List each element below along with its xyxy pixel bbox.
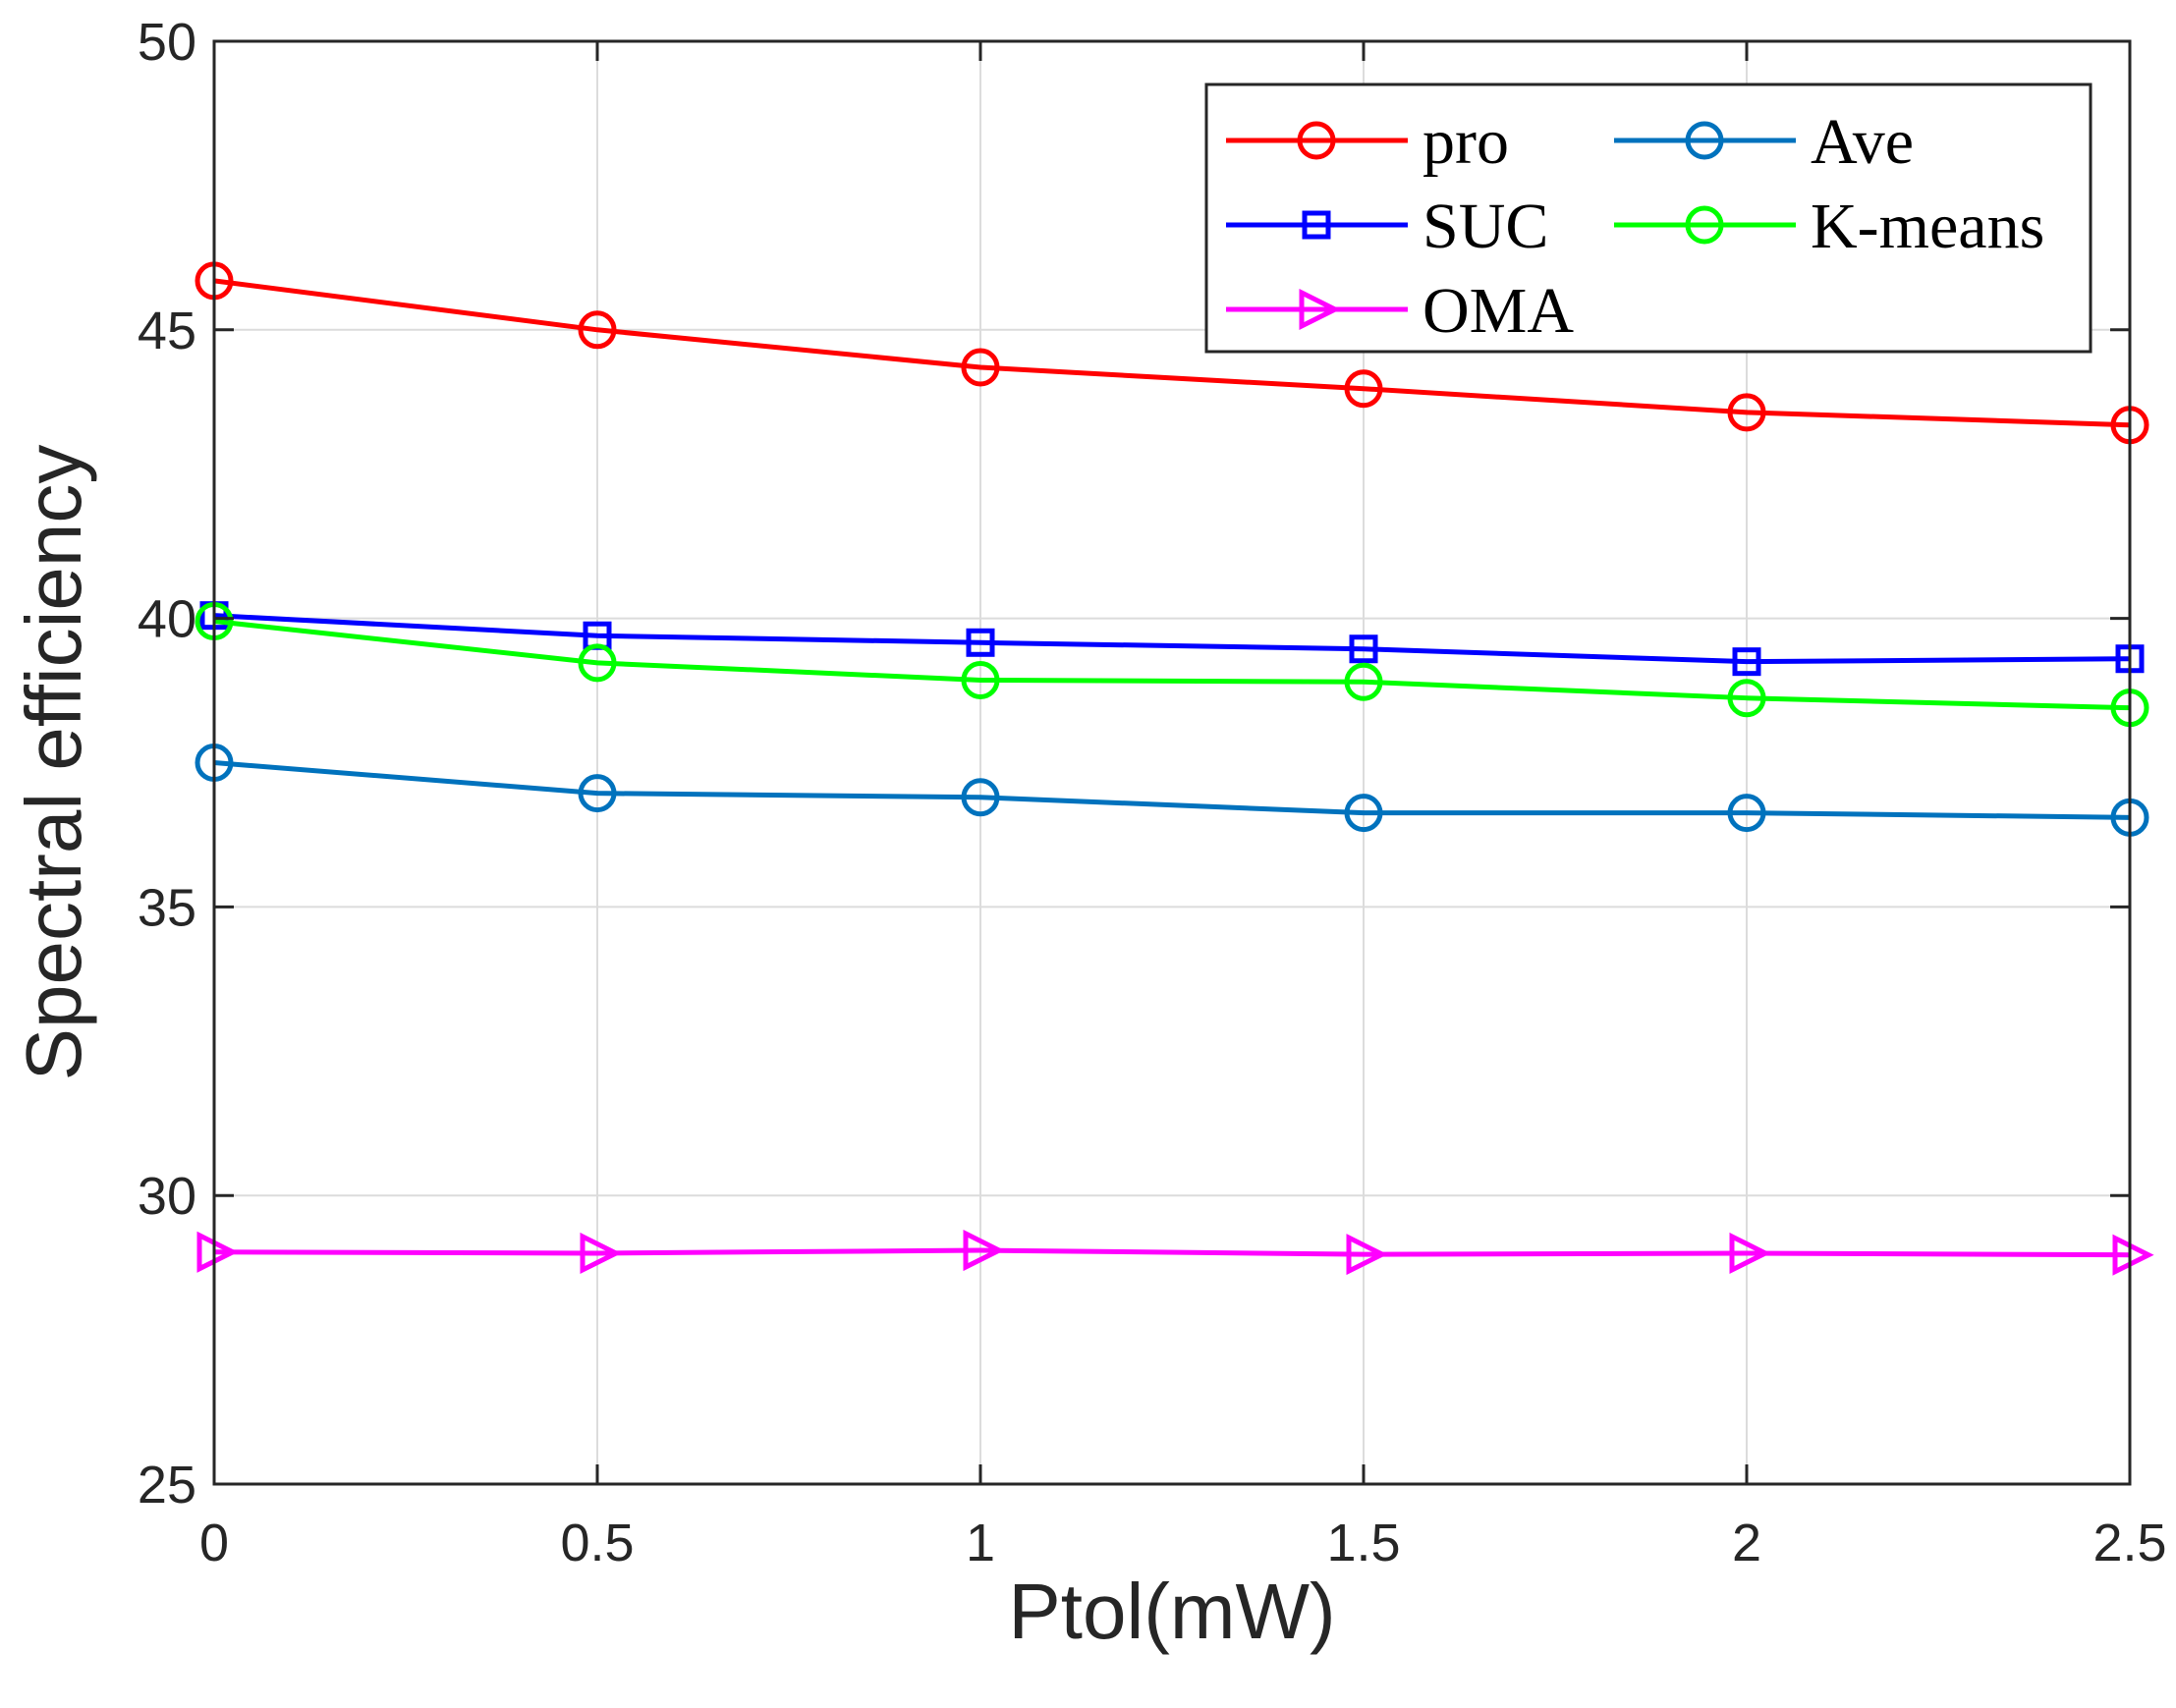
- legend-entry-pro: pro: [1226, 106, 1509, 178]
- legend-marker-ave: [1685, 121, 1724, 160]
- series-line-pro: [213, 278, 2131, 428]
- data-point-oma: [580, 1232, 622, 1275]
- legend-label-pro: pro: [1423, 106, 1509, 178]
- plot-frame: [212, 39, 2132, 1486]
- x-tick-label: 1.5: [1326, 1514, 1400, 1572]
- data-point-pro: [961, 348, 1000, 387]
- series-line-ave: [213, 760, 2131, 820]
- data-point-oma: [1729, 1232, 1771, 1275]
- series-suc: [199, 601, 2145, 677]
- data-point-k-means: [961, 660, 1000, 699]
- series-line-k-means: [213, 619, 2131, 711]
- legend-entry-oma: OMA: [1226, 275, 1574, 347]
- legend-entry-k-means: K-means: [1614, 191, 2044, 262]
- legend-marker-k-means: [1685, 205, 1724, 245]
- data-point-oma: [1346, 1234, 1388, 1276]
- series-ave: [195, 744, 2149, 837]
- tick-labels: 0 0.5 1 1.5 2 2.5 25 30 35 40 45 50: [138, 13, 2167, 1572]
- series-layer: [195, 261, 2154, 1276]
- data-point-ave: [578, 774, 617, 813]
- legend-marker-suc: [1302, 210, 1331, 240]
- legend-marker-oma: [1299, 288, 1341, 331]
- data-point-oma: [963, 1229, 1005, 1272]
- y-tick-label: 50: [138, 13, 196, 72]
- x-tick-label: 0.5: [560, 1514, 634, 1572]
- data-point-k-means: [578, 643, 617, 683]
- data-point-suc: [966, 628, 995, 657]
- data-point-pro: [1344, 369, 1383, 409]
- data-point-pro: [578, 310, 617, 350]
- legend: pro Ave SUC K-means OMA: [1204, 83, 2092, 354]
- data-point-pro: [1727, 393, 1766, 432]
- data-point-k-means: [1727, 679, 1766, 718]
- y-tick-label: 40: [138, 590, 196, 649]
- series-line-oma: [213, 1247, 2131, 1258]
- x-tick-label: 2.5: [2092, 1514, 2166, 1572]
- data-point-suc: [1732, 647, 1761, 677]
- legend-label-k-means: K-means: [1811, 191, 2044, 262]
- x-axis-title: Ptol(mW): [1008, 1568, 1335, 1655]
- series-k-means: [195, 602, 2149, 728]
- data-point-ave: [1727, 794, 1766, 833]
- legend-label-oma: OMA: [1423, 275, 1574, 347]
- y-tick-label: 30: [138, 1167, 196, 1226]
- data-point-suc: [1349, 634, 1378, 664]
- legend-entry-suc: SUC: [1226, 191, 1548, 262]
- legend-label-suc: SUC: [1423, 191, 1548, 262]
- y-tick-label: 35: [138, 878, 196, 937]
- x-tick-label: 1: [966, 1514, 995, 1572]
- series-oma: [196, 1229, 2154, 1276]
- y-tick-label: 45: [138, 302, 196, 360]
- legend-label-ave: Ave: [1811, 106, 1914, 178]
- x-tick-label: 2: [1732, 1514, 1761, 1572]
- data-point-oma: [2112, 1234, 2154, 1276]
- y-axis-title: Spectral efficiency: [10, 445, 97, 1081]
- data-point-oma: [196, 1231, 239, 1273]
- series-line-suc: [213, 613, 2131, 665]
- data-point-k-means: [1344, 662, 1383, 701]
- legend-marker-pro: [1297, 121, 1336, 160]
- legend-entry-ave: Ave: [1614, 106, 1914, 178]
- axis-ticks: [212, 39, 2132, 1486]
- y-tick-label: 25: [138, 1456, 196, 1515]
- x-tick-label: 0: [199, 1514, 229, 1572]
- data-point-ave: [961, 778, 1000, 817]
- data-point-ave: [1344, 794, 1383, 833]
